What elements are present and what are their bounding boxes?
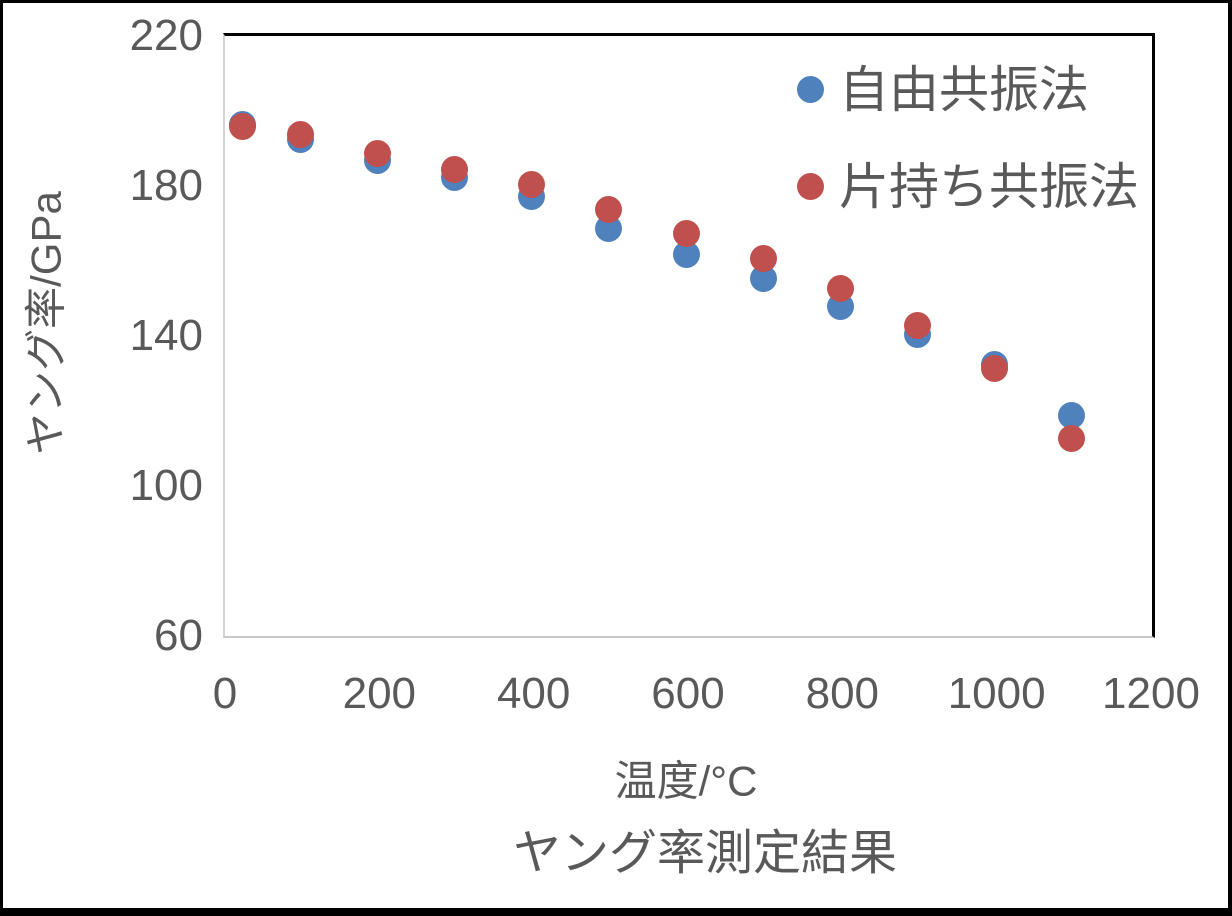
x-tick-label: 200: [342, 669, 417, 718]
legend-label: 自由共振法: [839, 62, 1089, 118]
data-point-cantilever-resonance: [518, 171, 546, 199]
y-tick-label: 100: [129, 461, 203, 510]
x-axis-title: 温度/°C: [614, 757, 758, 805]
plot-area: [223, 33, 1155, 638]
x-tick-label: 600: [651, 669, 725, 718]
x-tick-label: 800: [805, 669, 880, 718]
data-point-cantilever-resonance: [1058, 424, 1086, 452]
data-point-cantilever-resonance: [749, 244, 777, 272]
chart-title: ヤング率測定結果: [512, 827, 898, 880]
x-tick-label: 0: [212, 669, 238, 718]
data-point-cantilever-resonance: [672, 220, 700, 248]
data-point-cantilever-resonance: [595, 195, 623, 223]
legend-marker-circle-icon: [797, 76, 824, 103]
legend-label: 片持ち共振法: [839, 159, 1139, 215]
legend-marker-circle-icon: [797, 173, 824, 200]
y-tick-label: 220: [129, 11, 203, 60]
y-tick-label: 60: [154, 611, 203, 660]
data-point-cantilever-resonance: [904, 312, 931, 339]
data-point-cantilever-resonance: [441, 156, 468, 184]
data-point-cantilever-resonance: [363, 139, 391, 167]
x-tick-label: 1000: [947, 669, 1046, 718]
y-tick-label: 140: [129, 311, 203, 360]
data-point-cantilever-resonance: [826, 274, 854, 302]
data-point-cantilever-resonance: [981, 355, 1009, 383]
y-tick-label: 180: [129, 161, 203, 210]
data-point-cantilever-resonance: [286, 120, 314, 148]
x-tick-label: 1200: [1102, 669, 1200, 718]
x-tick-label: 400: [496, 669, 571, 718]
data-point-cantilever-resonance: [228, 113, 256, 141]
